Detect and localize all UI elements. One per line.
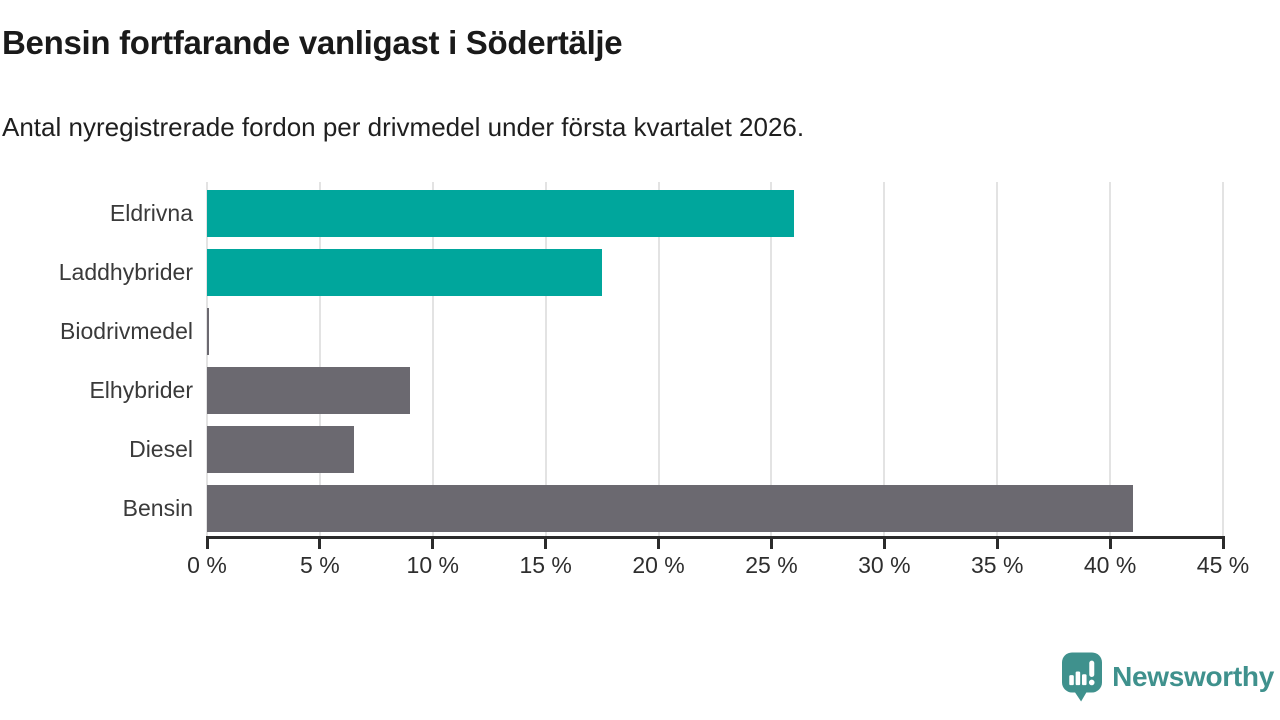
category-labels: Eldrivna Laddhybrider Biodrivmedel Elhybrid… xyxy=(0,182,207,536)
plot-area xyxy=(206,182,1224,536)
category-label: Elhybrider xyxy=(89,377,193,403)
bar-elhybrider xyxy=(207,367,411,414)
bar-eldrivna xyxy=(207,190,795,237)
x-tick-mark xyxy=(318,536,322,549)
x-tick-mark xyxy=(882,536,886,549)
category-label: Diesel xyxy=(129,436,193,462)
x-axis: 0 % 5 % 10 % 15 % 20 % 25 % 30 % 35 % 40 % 45 % xyxy=(187,536,1249,586)
gridline xyxy=(770,182,773,536)
x-tick-label: 15 % xyxy=(519,552,572,578)
x-tick-label: 35 % xyxy=(971,552,1024,578)
bar-bensin xyxy=(207,485,1133,532)
x-tick-mark xyxy=(1108,536,1112,549)
x-axis-line xyxy=(207,536,1223,539)
chart-title: Bensin fortfarande vanligast i Södertälj… xyxy=(2,24,623,61)
category-label: Laddhybrider xyxy=(58,259,193,285)
bar-biodrivmedel xyxy=(207,308,210,355)
newsworthy-logo: Newsworthy xyxy=(1062,652,1274,702)
chart-subtitle: Antal nyregistrerade fordon per drivmede… xyxy=(2,112,805,142)
x-tick-label: 25 % xyxy=(745,552,798,578)
x-tick-label: 5 % xyxy=(300,552,340,578)
x-tick-mark xyxy=(769,536,773,549)
x-tick-label: 10 % xyxy=(406,552,459,578)
x-tick-label: 30 % xyxy=(858,552,911,578)
gridline xyxy=(206,182,208,536)
category-label: Eldrivna xyxy=(109,200,193,226)
category-label: Biodrivmedel xyxy=(60,318,193,344)
x-tick-mark xyxy=(995,536,999,549)
newsworthy-wordmark: Newsworthy xyxy=(1112,661,1274,692)
x-tick-label: 20 % xyxy=(632,552,685,578)
gridline xyxy=(318,182,321,536)
x-tick-label: 45 % xyxy=(1196,552,1250,578)
x-tick-mark xyxy=(205,536,209,549)
gridline xyxy=(996,182,999,536)
x-tick-mark xyxy=(657,536,661,549)
bar-diesel xyxy=(207,426,354,473)
x-tick-mark xyxy=(1221,536,1225,549)
x-tick-mark xyxy=(431,536,435,549)
gridline xyxy=(1222,182,1224,536)
gridline xyxy=(883,182,886,536)
gridline xyxy=(544,182,547,536)
x-tick-mark xyxy=(544,536,548,549)
gridline xyxy=(657,182,660,536)
gridline xyxy=(431,182,434,536)
x-tick-label: 40 % xyxy=(1083,552,1137,578)
x-tick-label: 0 % xyxy=(187,552,227,578)
newsworthy-icon xyxy=(1062,652,1103,702)
gridline xyxy=(1109,182,1112,536)
bar-laddhybrider xyxy=(207,249,603,296)
category-label: Bensin xyxy=(122,495,193,521)
bar-chart: Eldrivna Laddhybrider Biodrivmedel Elhybrid… xyxy=(0,182,1249,578)
